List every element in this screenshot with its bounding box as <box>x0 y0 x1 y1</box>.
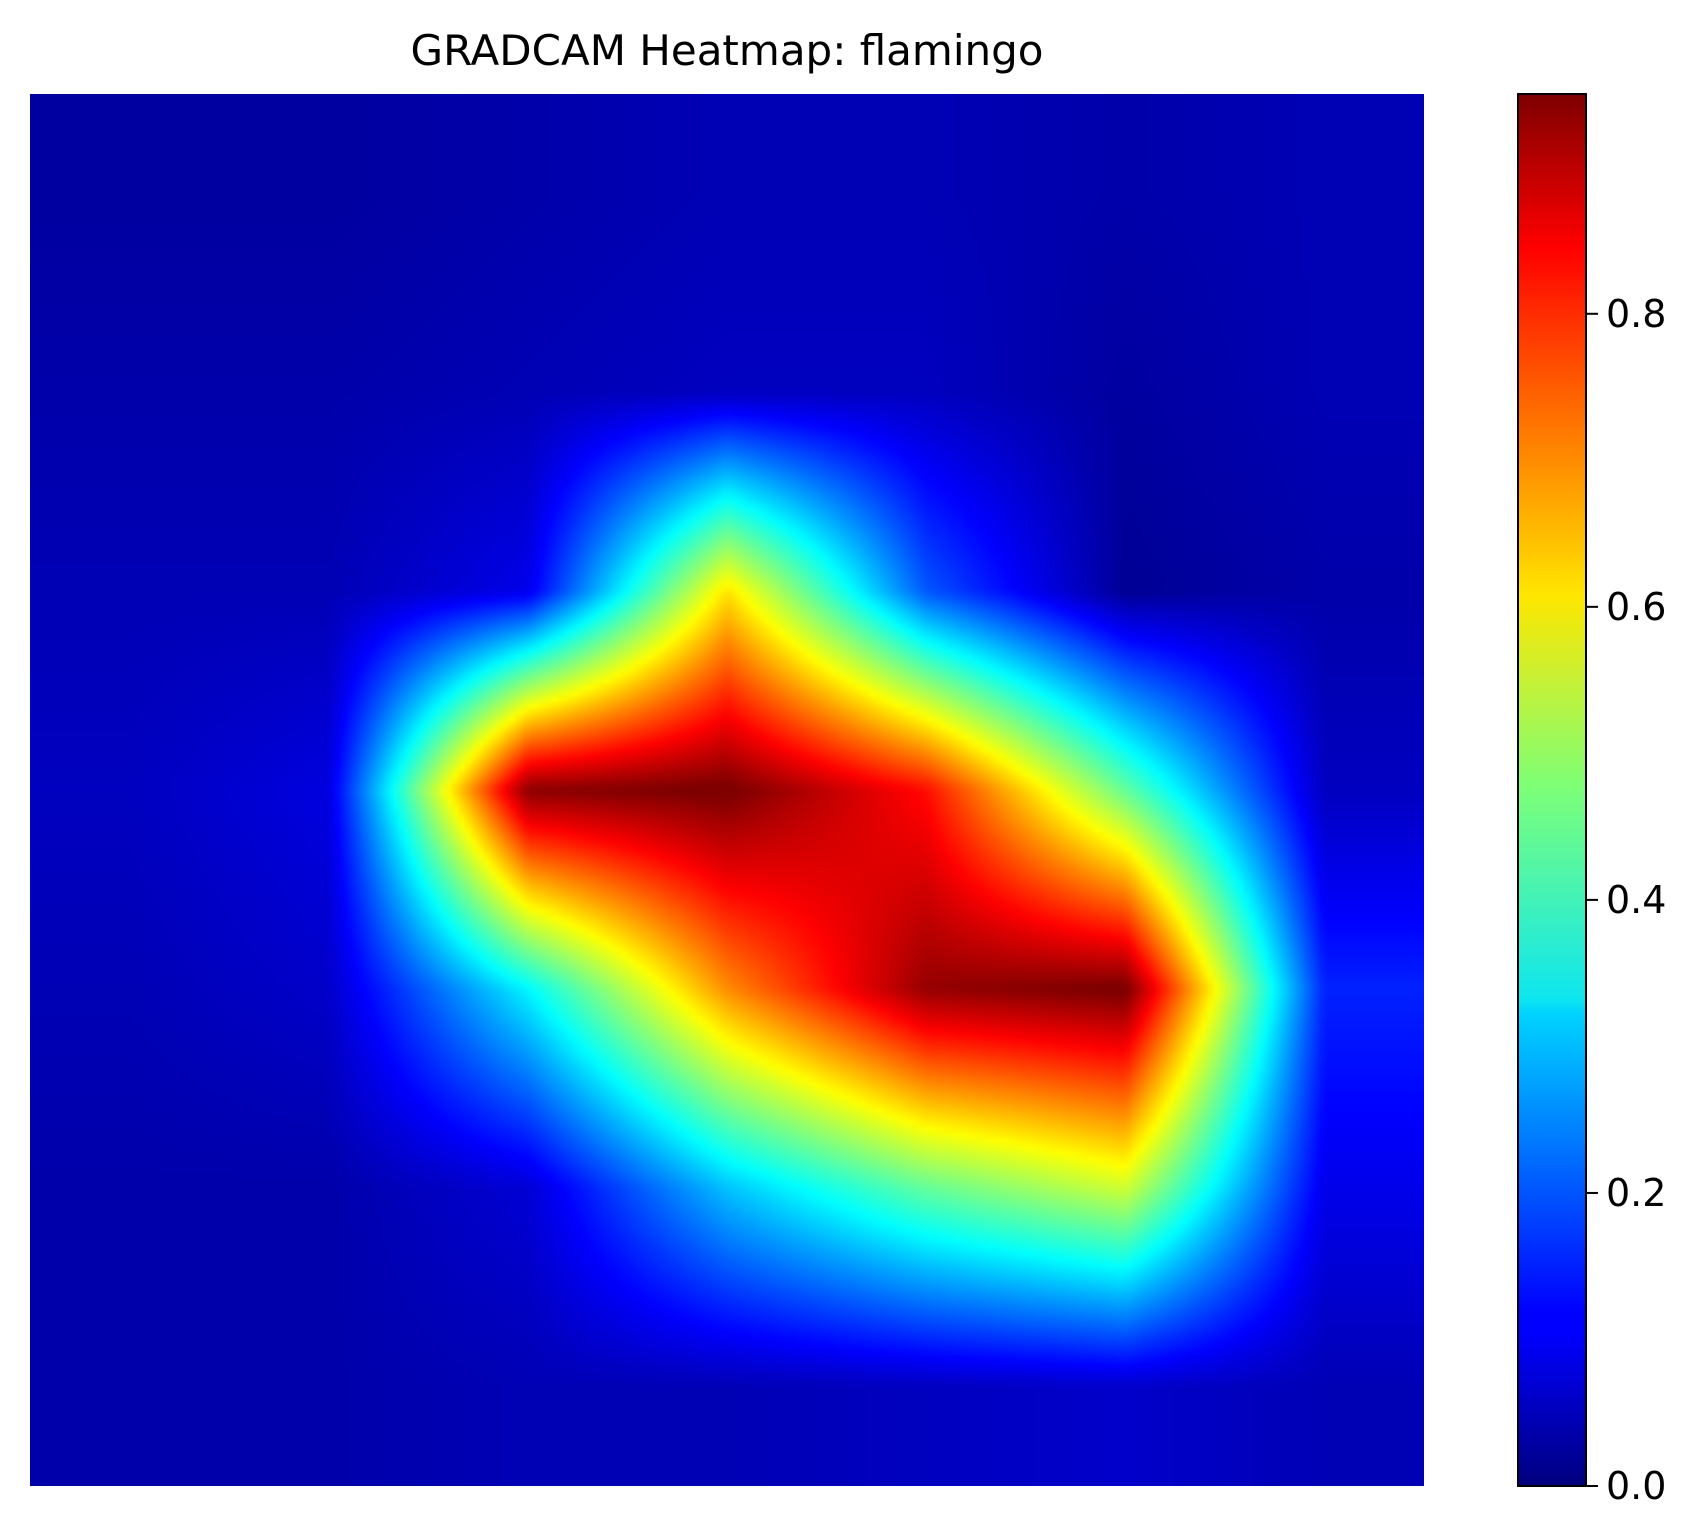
chart-title: GRADCAM Heatmap: flamingo <box>410 26 1044 75</box>
colorbar-gradient <box>1517 93 1587 1487</box>
colorbar-tick-label: 0.8 <box>1606 292 1666 336</box>
colorbar-tick-label: 0.0 <box>1606 1464 1666 1508</box>
colorbar-tick-label: 0.2 <box>1606 1171 1666 1215</box>
colorbar-ticks: 0.0 0.2 0.4 0.6 0.8 <box>1586 292 1666 1508</box>
heatmap-image <box>30 94 1424 1486</box>
colorbar <box>1517 93 1587 1487</box>
heatmap-plot-area <box>30 94 1424 1486</box>
colorbar-tick-label: 0.6 <box>1606 585 1666 629</box>
colorbar-tick-label: 0.4 <box>1606 878 1666 922</box>
